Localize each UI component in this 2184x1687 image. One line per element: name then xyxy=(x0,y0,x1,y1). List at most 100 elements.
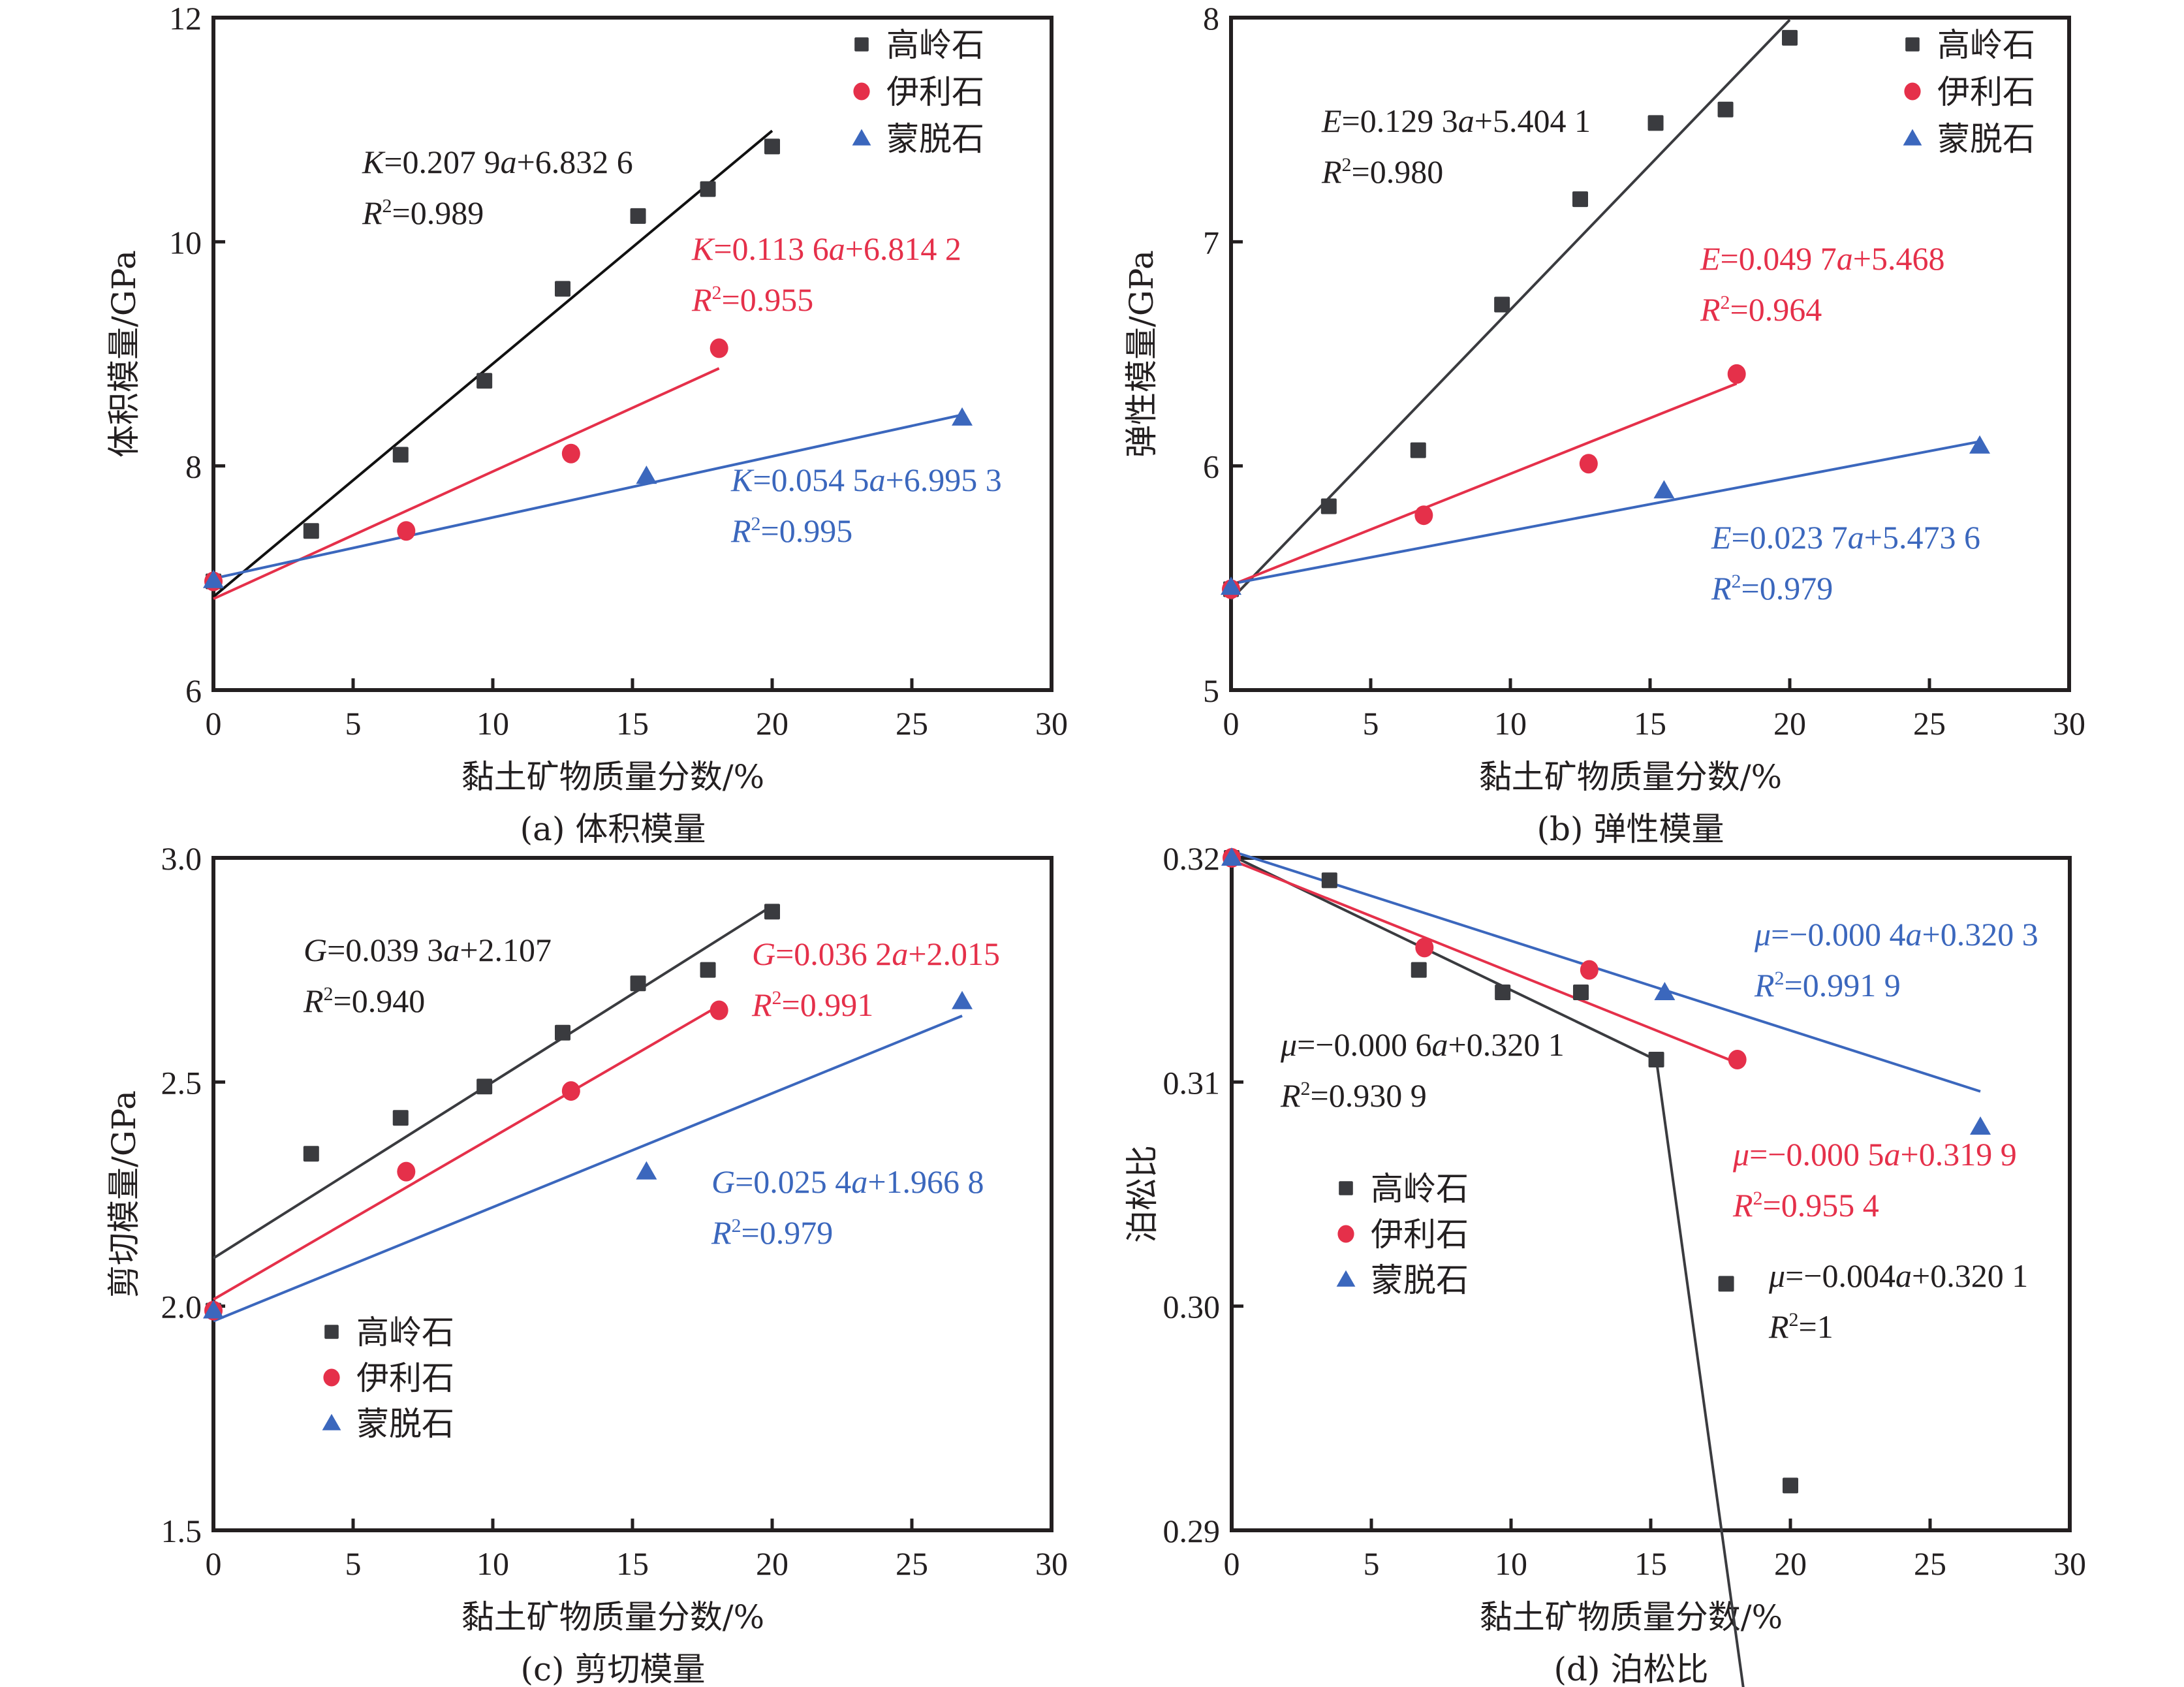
equation-coef: =0.113 6 xyxy=(713,230,828,267)
fit-equation: E=0.023 7a+5.473 6 xyxy=(1711,519,1980,556)
r-squared-symbol: R xyxy=(362,195,382,231)
y-tick-label: 8 xyxy=(185,449,202,485)
r-squared-symbol: R xyxy=(1321,153,1342,190)
equation-var: a xyxy=(869,462,886,498)
data-point-montmorillonite xyxy=(1221,576,1241,595)
y-tick-label: 0.31 xyxy=(1163,1064,1221,1101)
legend-label: 蒙脱石 xyxy=(356,1405,454,1443)
legend-marker-illite xyxy=(1904,82,1921,101)
equation-var: a xyxy=(1848,519,1864,556)
fit-line-kaolinite xyxy=(212,129,773,598)
data-point-montmorillonite xyxy=(952,990,973,1009)
panel-shear-modulus: 0 5 10 15 20 25 30 1.5 2.0 2.5 3.0 黏土矿物质量分数/% 剪切模量/G… xyxy=(105,840,1068,1687)
data-point-kaolinite xyxy=(630,975,646,992)
r-squared: R2=0.979 xyxy=(711,1214,833,1251)
x-tick-label: 20 xyxy=(756,1545,788,1582)
data-point-illite xyxy=(1580,960,1599,980)
legend-marker-montmorillonite xyxy=(852,129,871,146)
equation-var: a xyxy=(892,936,908,972)
y-tick-label: 2.0 xyxy=(161,1289,202,1325)
data-point-kaolinite xyxy=(700,962,716,978)
r-squared: R2=0.955 4 xyxy=(1732,1187,1879,1223)
legend-label: 高岭石 xyxy=(1937,26,2035,64)
x-axis-title: 黏土矿物质量分数/% xyxy=(461,1598,764,1636)
y-axis-title: 体积模量/GPa xyxy=(105,250,143,458)
data-point-illite xyxy=(561,1081,580,1101)
legend-marker-montmorillonite xyxy=(1903,129,1922,146)
y-tick-label: 12 xyxy=(169,0,202,37)
equation-rest: +2.015 xyxy=(908,936,1000,972)
x-tick-label: 5 xyxy=(1363,705,1379,742)
legend-marker-montmorillonite xyxy=(1336,1270,1356,1287)
fit-equation: E=0.129 3a+5.404 1 xyxy=(1321,102,1591,139)
r-squared-symbol: R xyxy=(1280,1077,1301,1114)
data-point-kaolinite xyxy=(1320,498,1337,514)
equation-rest: +5.473 6 xyxy=(1864,519,1980,556)
equation-lhs: E xyxy=(1700,240,1721,277)
equation-var: a xyxy=(1906,916,1922,953)
r-squared-value: =1 xyxy=(1799,1308,1833,1345)
x-axis-title: 黏土矿物质量分数/% xyxy=(461,758,764,796)
equation-rest: +2.107 xyxy=(460,932,552,968)
r-squared-value: =0.930 9 xyxy=(1311,1077,1427,1114)
legend-marker-kaolinite xyxy=(324,1325,339,1339)
x-tick-label: 25 xyxy=(1913,705,1946,742)
y-tick-label: 2.5 xyxy=(161,1064,202,1101)
r-squared-value: =0.940 xyxy=(334,983,426,1019)
legend-marker-kaolinite xyxy=(1339,1181,1353,1195)
r-squared-exponent: 2 xyxy=(1732,571,1741,592)
equation-lhs: E xyxy=(1321,102,1342,139)
data-point-montmorillonite xyxy=(1970,1116,1991,1135)
data-point-illite xyxy=(1414,505,1433,526)
legend-label: 蒙脱石 xyxy=(1937,120,2035,158)
r-squared-value: =0.955 4 xyxy=(1763,1187,1879,1223)
r-squared: R2=0.995 xyxy=(730,512,852,549)
data-point-illite xyxy=(397,1161,416,1182)
equation-coef: =−0.000 4 xyxy=(1771,916,1905,953)
fit-line-illite xyxy=(212,1004,720,1301)
x-tick-label: 30 xyxy=(1035,1545,1068,1582)
r-squared-symbol: R xyxy=(751,986,772,1023)
data-point-montmorillonite xyxy=(203,569,224,588)
x-tick-label: 5 xyxy=(345,705,362,742)
equation-var: a xyxy=(1458,102,1474,139)
equation-coef: =0.054 5 xyxy=(753,462,869,498)
r-squared-value: =0.979 xyxy=(1741,570,1833,607)
fit-equation: G=0.039 3a+2.107 xyxy=(304,932,552,968)
x-tick-label: 0 xyxy=(1223,705,1240,742)
r-squared-symbol: R xyxy=(1700,291,1721,328)
equation-rest: +0.320 1 xyxy=(1912,1257,2028,1294)
data-point-illite xyxy=(1728,1050,1747,1069)
data-point-montmorillonite xyxy=(636,465,657,484)
equation-var: a xyxy=(1837,240,1853,277)
r-squared-exponent: 2 xyxy=(732,1215,741,1237)
r-squared-value: =0.991 9 xyxy=(1785,967,1901,1003)
data-point-illite xyxy=(710,338,728,358)
x-tick-label: 10 xyxy=(476,705,509,742)
fit-equation: μ=−0.004a+0.320 1 xyxy=(1768,1257,2028,1294)
x-tick-label: 15 xyxy=(616,1545,649,1582)
fit-equation: μ=−0.000 6a+0.320 1 xyxy=(1280,1026,1565,1063)
y-axis-title: 剪切模量/GPa xyxy=(105,1090,143,1298)
y-tick-label: 0.32 xyxy=(1163,840,1221,877)
y-tick-label: 5 xyxy=(1203,672,1219,709)
data-point-kaolinite xyxy=(1783,1477,1798,1494)
equation-rest: +0.319 9 xyxy=(1901,1136,2017,1173)
r-squared-exponent: 2 xyxy=(324,983,334,1005)
legend-label: 高岭石 xyxy=(356,1314,454,1351)
x-tick-label: 10 xyxy=(1495,1545,1527,1582)
x-tick-label: 30 xyxy=(2053,1545,2086,1582)
data-point-kaolinite xyxy=(1782,29,1798,46)
equation-var: a xyxy=(829,230,845,267)
equation-var: a xyxy=(443,932,460,968)
equation-var: a xyxy=(1895,1257,1912,1294)
legend-marker-illite xyxy=(323,1368,340,1387)
x-tick-label: 20 xyxy=(756,705,788,742)
data-point-kaolinite xyxy=(1572,191,1588,208)
x-tick-label: 5 xyxy=(1364,1545,1380,1582)
data-point-montmorillonite xyxy=(1654,982,1676,1000)
plot-frame xyxy=(211,16,1053,692)
legend-label: 高岭石 xyxy=(1371,1170,1469,1208)
fit-equation: K=0.113 6a+6.814 2 xyxy=(691,230,961,267)
